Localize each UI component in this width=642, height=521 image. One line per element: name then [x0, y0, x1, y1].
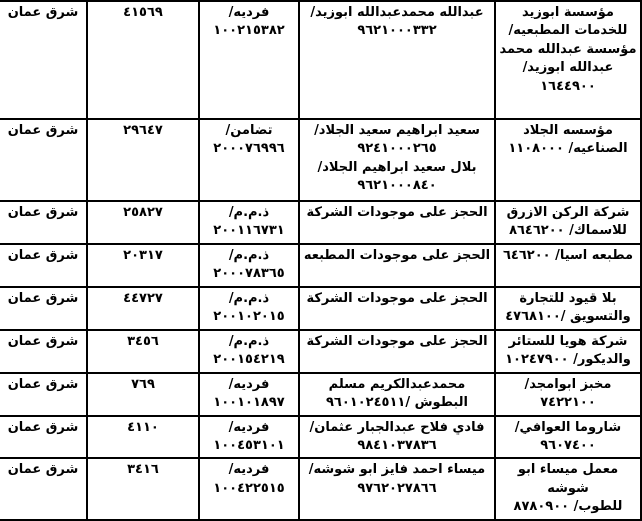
cell-registration-type: ذ.م.م/ ٢٠٠١٥٤٢١٩ — [198, 328, 300, 374]
cell-region: شرق عمان — [0, 200, 88, 245]
cell-person: ميساء احمد فايز ابو شوشه/ ٩٧٦٢٠٢٧٨٦٦ — [298, 457, 496, 521]
cell-registration-type: تضامن/ ٢٠٠٠٧٦٩٩٦ — [198, 118, 300, 202]
cell-person: عبدالله محمدعبدالله ابوزيد/ ٩٦٢١٠٠٠٣٣٢ — [298, 0, 496, 120]
cell-region: شرق عمان — [0, 414, 88, 460]
cell-registration-type: ذ.م.م/ ٢٠٠٠٧٨٣٦٥ — [198, 242, 300, 288]
cell-establishment: بلا قيود للتجارة والتسويق /٤٧٦٨١٠٠ — [494, 285, 642, 331]
cell-registration-type: فرديه/ ١٠٠٤٢٢٥١٥ — [198, 457, 300, 521]
cell-record-number: ٤٤٧٢٧ — [86, 285, 200, 331]
cell-registration-type: فرديه/ ١٠٠١٠١٨٩٧ — [198, 371, 300, 417]
cell-person: الحجز على موجودات الشركة — [298, 328, 496, 374]
cell-establishment: مؤسسه الجلاد الصناعيه/ ١١٠٨٠٠٠ — [494, 118, 642, 202]
table-row: معمل ميساء ابو شوشه للطوب/ ٨٧٨٠٩٠٠ ميساء… — [0, 457, 642, 521]
cell-establishment: شاروما العوافي/ ٩٦٠٧٤٠٠ — [494, 414, 642, 460]
cell-establishment: مطبعه اسيا/ ٦٤٦٢٠٠ — [494, 242, 642, 288]
cell-person: فادي فلاح عبدالجبار عثمان/ ٩٨٤١٠٣٧٨٣٦ — [298, 414, 496, 460]
cell-region: شرق عمان — [0, 0, 88, 120]
cell-record-number: ٤١٥٦٩ — [86, 0, 200, 120]
cell-record-number: ٣٤١٦ — [86, 457, 200, 521]
cell-record-number: ٣٤٥٦ — [86, 328, 200, 374]
cell-region: شرق عمان — [0, 457, 88, 521]
table-row: شاروما العوافي/ ٩٦٠٧٤٠٠ فادي فلاح عبدالج… — [0, 414, 642, 460]
cell-registration-type: فرديه/ ١٠٠٤٥٣١٠١ — [198, 414, 300, 460]
cell-region: شرق عمان — [0, 285, 88, 331]
cell-record-number: ٢٩٦٤٧ — [86, 118, 200, 202]
cell-registration-type: ذ.م.م/ ٢٠٠١١٦٧٣١ — [198, 200, 300, 245]
table-row: بلا قيود للتجارة والتسويق /٤٧٦٨١٠٠ الحجز… — [0, 285, 642, 331]
cell-establishment: معمل ميساء ابو شوشه للطوب/ ٨٧٨٠٩٠٠ — [494, 457, 642, 521]
table-row: شركة الركن الازرق للاسماك/ ٨٦٤٦٢٠٠ الحجز… — [0, 200, 642, 245]
cell-person: الحجز على موجودات المطبعه — [298, 242, 496, 288]
cell-registration-type: ذ.م.م/ ٢٠٠١٠٢٠١٥ — [198, 285, 300, 331]
cell-person: سعيد ابراهيم سعيد الجلاد/ ٩٢٤١٠٠٠٢٦٥ بلا… — [298, 118, 496, 202]
cell-establishment: شركة الركن الازرق للاسماك/ ٨٦٤٦٢٠٠ — [494, 200, 642, 245]
cell-establishment: مخبز ابوامجد/ ٧٤٢٢١٠٠ — [494, 371, 642, 417]
cell-record-number: ٤١١٠ — [86, 414, 200, 460]
table-row: شركة هويا للستائر والديكور/ ١٠٢٤٧٩٠٠ الح… — [0, 328, 642, 374]
table-row: مؤسسة ابوزيد للخدمات المطبعيه/مؤسسة عبدا… — [0, 0, 642, 120]
cell-establishment: مؤسسة ابوزيد للخدمات المطبعيه/مؤسسة عبدا… — [494, 0, 642, 120]
cell-record-number: ٢٠٣١٧ — [86, 242, 200, 288]
cell-region: شرق عمان — [0, 118, 88, 202]
table-row: مخبز ابوامجد/ ٧٤٢٢١٠٠ محمدعبدالكريم مسلم… — [0, 371, 642, 417]
cell-region: شرق عمان — [0, 242, 88, 288]
cell-record-number: ٧٦٩ — [86, 371, 200, 417]
cell-person: الحجز على موجودات الشركة — [298, 285, 496, 331]
table-row: مؤسسه الجلاد الصناعيه/ ١١٠٨٠٠٠ سعيد ابرا… — [0, 118, 642, 202]
cell-record-number: ٢٥٨٢٧ — [86, 200, 200, 245]
cell-region: شرق عمان — [0, 328, 88, 374]
cell-establishment: شركة هويا للستائر والديكور/ ١٠٢٤٧٩٠٠ — [494, 328, 642, 374]
table-row: مطبعه اسيا/ ٦٤٦٢٠٠ الحجز على موجودات الم… — [0, 242, 642, 288]
cell-registration-type: فرديه/ ١٠٠٢١٥٣٨٢ — [198, 0, 300, 120]
cell-person: محمدعبدالكريم مسلم البطوش /٩٦٠١٠٢٤٥١١ — [298, 371, 496, 417]
cell-person: الحجز على موجودات الشركة — [298, 200, 496, 245]
cell-region: شرق عمان — [0, 371, 88, 417]
